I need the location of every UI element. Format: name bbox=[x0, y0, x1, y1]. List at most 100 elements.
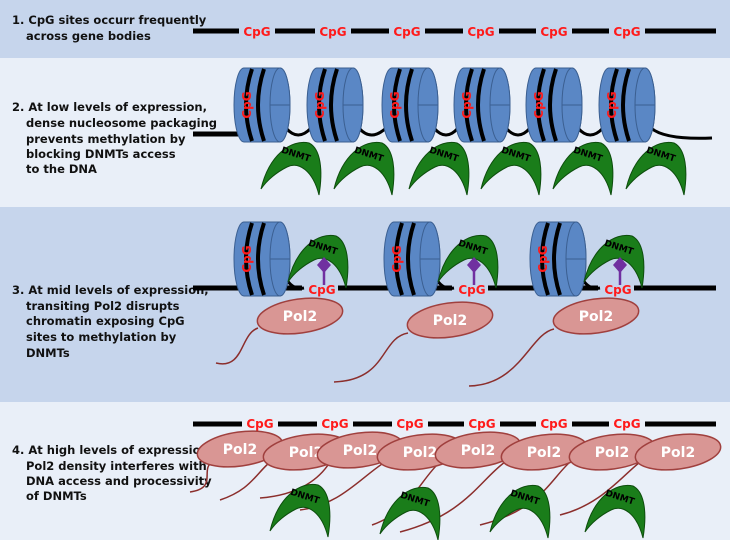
pol2-enzyme: Pol2 bbox=[215, 297, 344, 365]
wrapped-dna bbox=[609, 68, 619, 142]
nucleosome: CpG bbox=[453, 67, 511, 143]
pol2-label: Pol2 bbox=[461, 443, 495, 459]
dnmt-shape bbox=[584, 484, 646, 539]
pol2-enzyme: Pol2 bbox=[434, 431, 522, 469]
wrapped-dna bbox=[406, 222, 416, 296]
dnmt-enzyme: DNMT bbox=[552, 141, 614, 196]
cpg-label: CpG bbox=[467, 25, 494, 39]
wrapped-dna bbox=[244, 68, 254, 142]
cpg-gap bbox=[239, 22, 275, 38]
wrapped-dna bbox=[464, 68, 474, 142]
wrapped-dna bbox=[317, 68, 327, 142]
dnmt-shape bbox=[583, 234, 645, 289]
wrapped-dna bbox=[540, 222, 550, 296]
wrapped-dna bbox=[536, 68, 546, 142]
cpg-label: CpG bbox=[605, 91, 619, 118]
linker-dna bbox=[432, 126, 460, 137]
wrapped-dna bbox=[621, 68, 631, 142]
cpg-gap bbox=[464, 416, 500, 432]
dnmt-enzyme: DNMT bbox=[437, 234, 499, 289]
wrapped-dna bbox=[392, 68, 402, 142]
cpg-label: CpG bbox=[536, 245, 550, 272]
cpg-label: CpG bbox=[243, 25, 270, 39]
dnmt-enzyme: DNMT bbox=[287, 234, 349, 289]
pol2-label: Pol2 bbox=[403, 445, 437, 461]
methyl-group-icon bbox=[317, 257, 331, 273]
pol2-body bbox=[406, 301, 494, 339]
pol2-label: Pol2 bbox=[595, 445, 629, 461]
dnmt-enzyme: DNMT bbox=[489, 484, 551, 539]
wrapped-dna bbox=[404, 68, 414, 142]
pol2-label: Pol2 bbox=[223, 442, 257, 458]
cpg-gap bbox=[389, 22, 425, 38]
cpg-label: CpG bbox=[393, 25, 420, 39]
panel-4-caption: 4. At high levels of expression, Pol2 de… bbox=[12, 443, 217, 503]
cpg-label: CpG bbox=[604, 283, 631, 297]
pol2-label: Pol2 bbox=[527, 445, 561, 461]
wrapped-dna bbox=[552, 222, 562, 296]
cpg-label: CpG bbox=[460, 91, 474, 118]
dnmt-shape bbox=[408, 141, 470, 196]
cpg-gap bbox=[315, 22, 351, 38]
nucleosome: CpG bbox=[233, 67, 291, 143]
wrapped-dna bbox=[256, 68, 266, 142]
cpg-label: CpG bbox=[540, 417, 567, 431]
pol2-enzyme: Pol2 bbox=[333, 301, 494, 383]
pol2-transcript-tail bbox=[333, 332, 409, 383]
dnmt-enzyme: DNMT bbox=[584, 484, 646, 539]
pol2-transcript-tail bbox=[559, 461, 641, 516]
methyl-group-icon bbox=[613, 257, 627, 273]
wrapped-dna bbox=[476, 68, 486, 142]
cpg-label: CpG bbox=[532, 91, 546, 118]
methyl-group-icon bbox=[467, 257, 481, 273]
cpg-label: CpG bbox=[540, 25, 567, 39]
dnmt-enzyme: DNMT bbox=[333, 141, 395, 196]
nucleosome: CpG bbox=[381, 67, 439, 143]
dnmt-shape bbox=[333, 141, 395, 196]
dnmt-enzyme: DNMT bbox=[408, 141, 470, 196]
linker-dna bbox=[576, 126, 605, 137]
cpg-label: CpG bbox=[613, 417, 640, 431]
wrapped-dna bbox=[244, 222, 254, 296]
cpg-label: CpG bbox=[390, 245, 404, 272]
nucleosome: CpG bbox=[383, 221, 441, 297]
pol2-transcript-tail bbox=[215, 327, 259, 365]
wrapped-dna bbox=[256, 222, 266, 296]
cpg-label: CpG bbox=[458, 283, 485, 297]
cpg-gap bbox=[609, 22, 645, 38]
dnmt-enzyme: DNMT bbox=[260, 141, 322, 196]
pol2-enzyme: Pol2 bbox=[634, 433, 722, 471]
panel-3-caption: 3. At mid levels of expression, transiti… bbox=[12, 283, 213, 360]
wrapped-dna bbox=[394, 222, 404, 296]
nucleosome: CpG bbox=[525, 67, 583, 143]
cpg-label: CpG bbox=[313, 91, 327, 118]
pol2-label: Pol2 bbox=[283, 309, 317, 325]
nucleosome: CpG bbox=[598, 67, 656, 143]
pol2-transcript-tail bbox=[468, 328, 555, 387]
cpg-gap bbox=[463, 22, 499, 38]
cpg-gap bbox=[609, 416, 645, 432]
nucleosome: CpG bbox=[529, 221, 587, 297]
dnmt-shape bbox=[480, 141, 542, 196]
dnmt-shape bbox=[437, 234, 499, 289]
cpg-label: CpG bbox=[246, 417, 273, 431]
cpg-label: CpG bbox=[388, 91, 402, 118]
cpg-label: CpG bbox=[240, 91, 254, 118]
linker-dna bbox=[504, 126, 532, 137]
dnmt-enzyme: DNMT bbox=[583, 234, 645, 289]
dnmt-enzyme: DNMT bbox=[625, 141, 687, 196]
cpg-label: CpG bbox=[240, 245, 254, 272]
pol2-enzyme: Pol2 bbox=[568, 433, 656, 471]
cpg-label: CpG bbox=[319, 25, 346, 39]
nucleosome: CpG bbox=[306, 67, 364, 143]
cpg-gap bbox=[452, 280, 488, 296]
dnmt-enzyme: DNMT bbox=[480, 141, 542, 196]
dnmt-enzyme: DNMT bbox=[269, 483, 331, 538]
pol2-body bbox=[634, 433, 722, 471]
cpg-gap bbox=[536, 22, 572, 38]
cpg-gap bbox=[317, 416, 353, 432]
cpg-label: CpG bbox=[468, 417, 495, 431]
cpg-label: CpG bbox=[396, 417, 423, 431]
cpg-gap bbox=[302, 280, 338, 296]
nucleosome: CpG bbox=[233, 221, 291, 297]
